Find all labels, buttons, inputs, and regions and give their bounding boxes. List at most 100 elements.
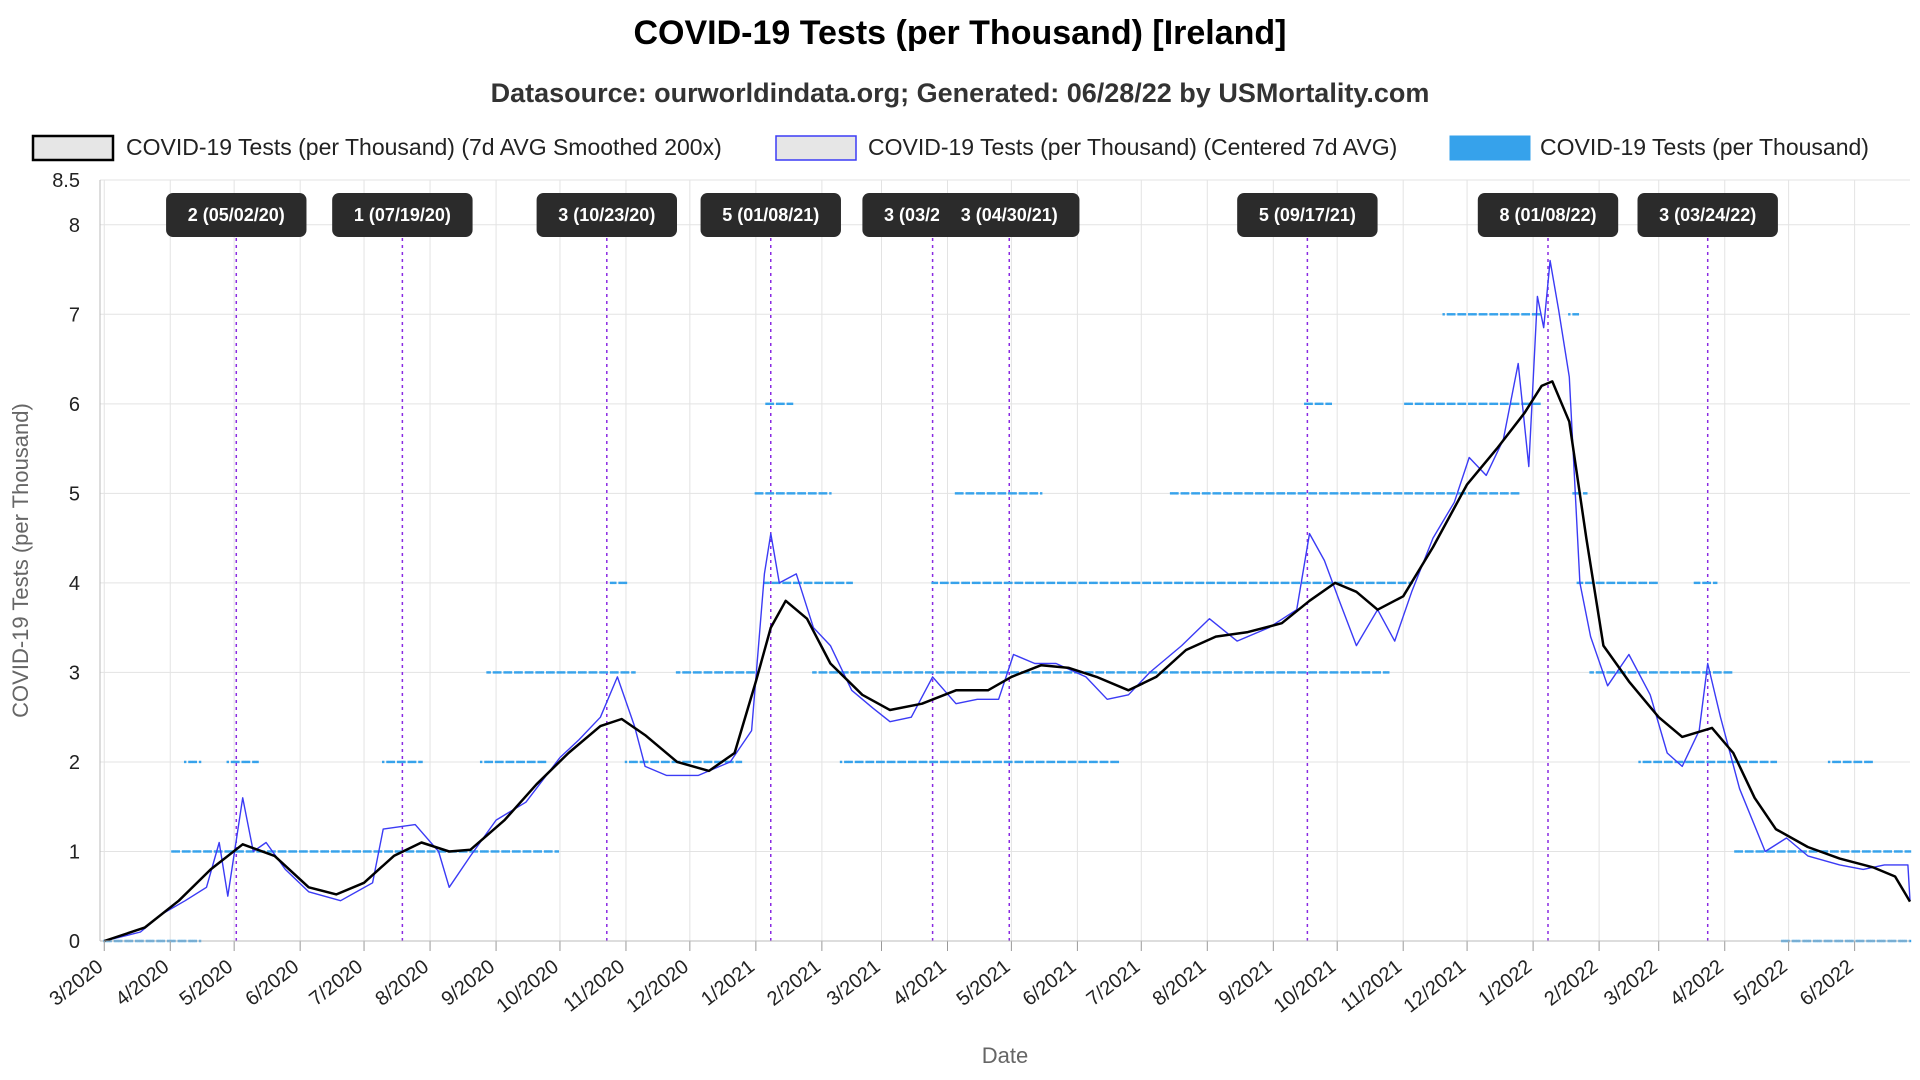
daily-point [1631,581,1635,585]
daily-point [1697,581,1701,585]
daily-point [816,581,819,585]
daily-point [1238,581,1241,585]
daily-point [1095,581,1098,585]
daily-point [942,671,945,674]
daily-point [235,760,238,764]
daily-point [1054,671,1058,674]
daily-point [1770,850,1773,853]
daily-point [1350,492,1354,495]
daily-point [1804,850,1807,853]
chart-subtitle: Datasource: ourworldindata.org; Generate… [490,78,1430,108]
annotation-label: 5 (01/08/21) [700,193,841,237]
daily-point [505,850,508,853]
daily-point [1376,492,1379,495]
daily-point [1468,402,1471,406]
daily-point [1321,492,1324,495]
daily-point [1534,313,1537,316]
daily-point [1706,760,1709,764]
daily-point [1812,850,1816,853]
daily-point [1182,671,1186,674]
daily-point [818,492,821,495]
daily-point [1687,671,1690,674]
daily-point [1674,760,1677,764]
daily-point [1301,671,1305,674]
daily-point [1331,671,1335,674]
legend-swatch [775,135,857,161]
daily-point [1638,671,1641,674]
daily-point [320,850,323,853]
annotation-label: 3 (10/23/20) [536,193,677,237]
daily-point [569,671,572,674]
daily-point [430,850,434,853]
daily-point [1463,313,1467,316]
daily-point [888,760,892,764]
daily-point [341,850,344,853]
daily-point [829,671,832,674]
daily-point [1099,581,1103,585]
daily-point [1059,671,1062,674]
daily-point [1289,671,1292,674]
daily-point [1046,760,1049,764]
daily-point [786,492,789,495]
daily-point [433,850,436,853]
daily-point [1095,760,1098,764]
daily-point [1606,671,1609,674]
daily-point [952,760,956,764]
daily-point [1206,581,1209,585]
daily-point [775,581,779,585]
daily-point [1221,581,1224,585]
daily-point [375,850,379,853]
daily-point [1216,492,1220,495]
daily-point [967,760,970,764]
daily-point [769,402,772,406]
daily-point [1723,671,1726,674]
daily-point [775,492,779,495]
daily-point [1299,492,1303,495]
daily-point [1516,402,1520,406]
daily-point [352,850,355,853]
daily-point [688,671,692,674]
daily-point [486,850,489,853]
daily-point [1012,671,1015,674]
chart-legend: COVID-19 Tests (per Thousand) (7d AVG Sm… [31,134,1869,162]
daily-point [256,760,259,764]
daily-point [479,760,483,764]
daily-point [1106,760,1109,764]
daily-point [988,492,992,495]
daily-point [269,850,272,853]
daily-point [1617,671,1620,674]
x-tick-label: 8/2020 [371,956,433,1011]
daily-point [1857,760,1861,764]
daily-point [1610,581,1614,585]
daily-point [748,671,751,674]
daily-point [1359,581,1362,585]
daily-point [1408,492,1411,495]
daily-point [1308,581,1311,585]
daily-point [1872,850,1875,853]
daily-point [652,760,655,764]
daily-point [1365,492,1369,495]
daily-point [1702,671,1705,674]
daily-point [792,492,796,495]
daily-point [886,671,890,674]
daily-point [1088,581,1092,585]
daily-point [505,671,508,674]
annotation-label-text: 1 (07/19/20) [354,205,451,225]
daily-point [1621,581,1624,585]
daily-point [1619,671,1622,674]
daily-point [1120,671,1124,674]
daily-point [1695,671,1699,674]
daily-point [441,850,445,853]
daily-point [475,850,479,853]
daily-point [1240,492,1243,495]
daily-point [778,492,781,495]
daily-point [396,760,400,764]
daily-point [1052,581,1056,585]
daily-point [1250,671,1254,674]
daily-point [867,760,870,764]
daily-point [1071,581,1075,585]
daily-point [1855,760,1858,764]
daily-point [1810,850,1814,853]
daily-point [767,492,770,495]
daily-point [1608,581,1611,585]
